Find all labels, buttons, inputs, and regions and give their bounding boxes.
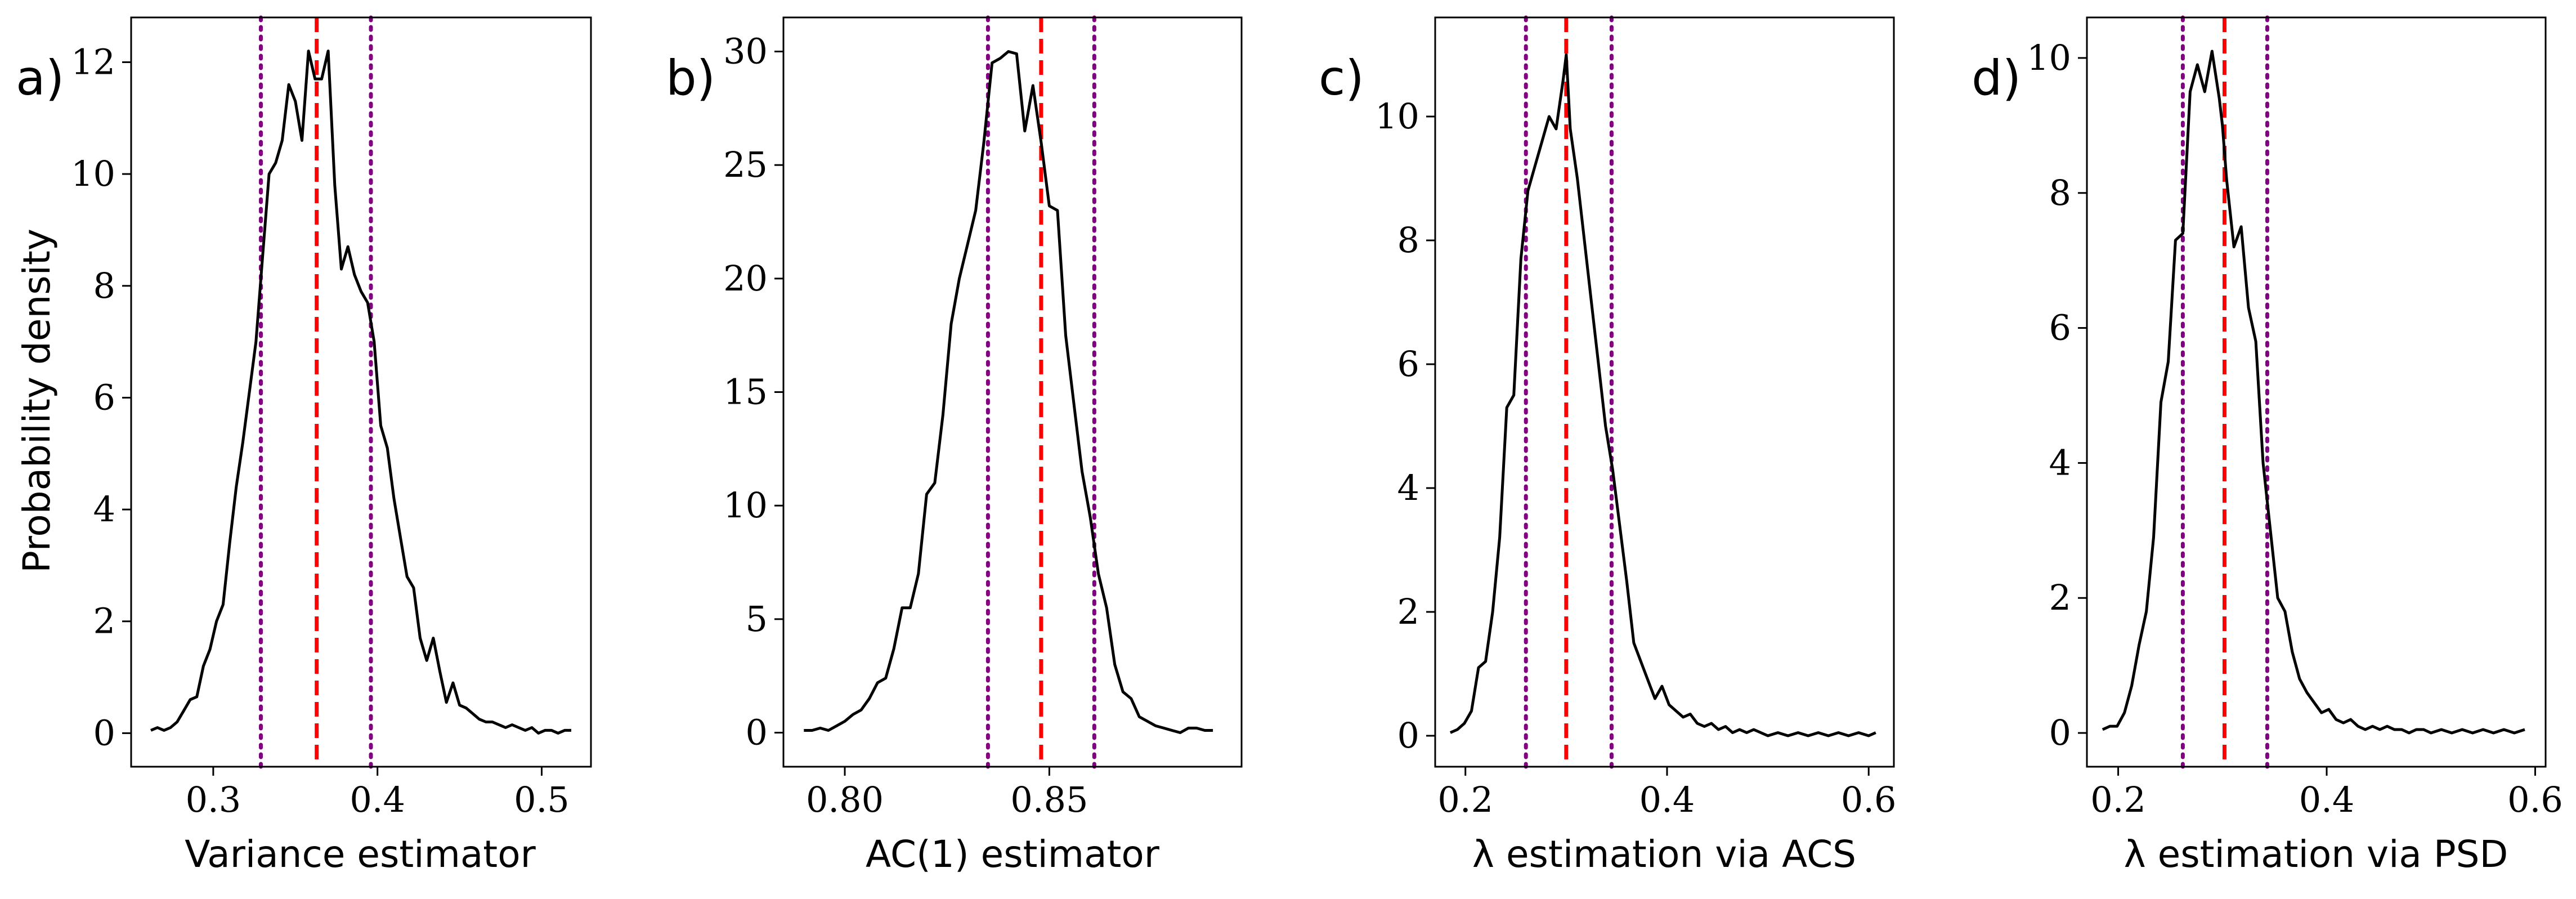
panel-d-xtick-label-0: 0.2 — [2090, 779, 2146, 820]
panel-c-ytick-label-2: 4 — [1397, 467, 1419, 508]
panel-d-xlabel: λ estimation via PSD — [2124, 833, 2508, 876]
panel-c-density-line-0 — [1449, 53, 1876, 737]
panel-c-label: c) — [1319, 50, 1364, 106]
panel-a-xlabel: Variance estimator — [185, 833, 536, 876]
panel-d-ytick-label-2: 4 — [2049, 442, 2071, 483]
panel-b-density-line-0 — [804, 50, 1213, 734]
panel-a-label: a) — [16, 50, 64, 106]
panel-a-xtick-label-0: 0.3 — [186, 779, 241, 820]
panel-a-ytick-label-2: 4 — [93, 489, 115, 530]
panel-d-ytick-label-0: 0 — [2049, 712, 2071, 753]
panel-a-ytick-label-5: 10 — [71, 153, 115, 194]
panel-a-ytick-label-3: 6 — [93, 377, 115, 418]
panel-a-ytick-label-4: 8 — [93, 265, 115, 306]
panel-a-xtick-label-2: 0.5 — [514, 779, 570, 820]
panel-d-xtick-label-1: 0.4 — [2299, 779, 2355, 820]
panel-b-ytick-label-1: 5 — [746, 598, 768, 639]
panel-a: a) Probability density Variance estimato… — [15, 15, 592, 876]
panel-b-ytick-label-6: 30 — [723, 31, 768, 72]
panel-d-ytick-label-5: 10 — [2027, 37, 2071, 78]
panel-c-ytick-label-4: 8 — [1397, 220, 1419, 261]
panel-c: c) λ estimation via ACS 0.2 0.4 0.6 0 2 4 6 8 10 — [1319, 15, 1897, 876]
panel-d-label: d) — [1972, 50, 2021, 106]
panel-d-ytick-label-4: 8 — [2049, 172, 2071, 213]
panel-d-ytick-label-1: 2 — [2049, 577, 2071, 618]
panel-a-ylabel: Probability density — [15, 229, 59, 573]
panel-b-xtick-label-0: 0.80 — [806, 779, 884, 820]
panel-b-label: b) — [666, 50, 715, 106]
panel-c-xtick-label-0: 0.2 — [1437, 779, 1493, 820]
panel-c-xtick-label-1: 0.4 — [1639, 779, 1695, 820]
panel-c-plot-frame — [1434, 16, 1895, 768]
panel-a-ytick-label-0: 0 — [93, 712, 115, 753]
panel-c-ytick-label-0: 0 — [1397, 715, 1419, 756]
panel-b-xlabel: AC(1) estimator — [866, 833, 1160, 876]
panel-b: b) AC(1) estimator 0.80 0.85 0 5 10 15 20 25 30 — [666, 15, 1243, 876]
panel-d-xtick-label-2: 0.6 — [2507, 779, 2563, 820]
panel-a-ytick-label-1: 2 — [93, 601, 115, 642]
panel-d-plot-frame — [2086, 16, 2547, 768]
panel-a-xtick-label-1: 0.4 — [350, 779, 405, 820]
panel-a-density-line-0 — [150, 50, 571, 735]
panel-c-ytick-label-3: 6 — [1397, 343, 1419, 384]
panel-b-ytick-label-2: 10 — [723, 485, 768, 526]
panel-d-density-line-0 — [2102, 50, 2525, 735]
panel-a-ytick-label-6: 12 — [71, 41, 115, 82]
panel-c-ytick-label-1: 2 — [1397, 591, 1419, 632]
panel-b-ytick-label-3: 15 — [723, 372, 768, 413]
panel-d: d) λ estimation via PSD 0.2 0.4 0.6 0 2 4 6 8 10 — [1972, 15, 2563, 876]
panel-c-ytick-label-5: 10 — [1375, 96, 1419, 137]
panel-b-xtick-label-1: 0.85 — [1010, 779, 1088, 820]
panel-d-ytick-label-3: 6 — [2049, 307, 2071, 348]
panel-a-plot-frame — [130, 16, 592, 768]
panel-b-ytick-label-5: 25 — [723, 144, 768, 185]
panel-b-ytick-label-0: 0 — [746, 712, 768, 753]
panel-c-xtick-label-2: 0.6 — [1841, 779, 1897, 820]
panel-b-ytick-label-4: 20 — [723, 258, 768, 299]
panel-c-xlabel: λ estimation via ACS — [1472, 833, 1856, 876]
